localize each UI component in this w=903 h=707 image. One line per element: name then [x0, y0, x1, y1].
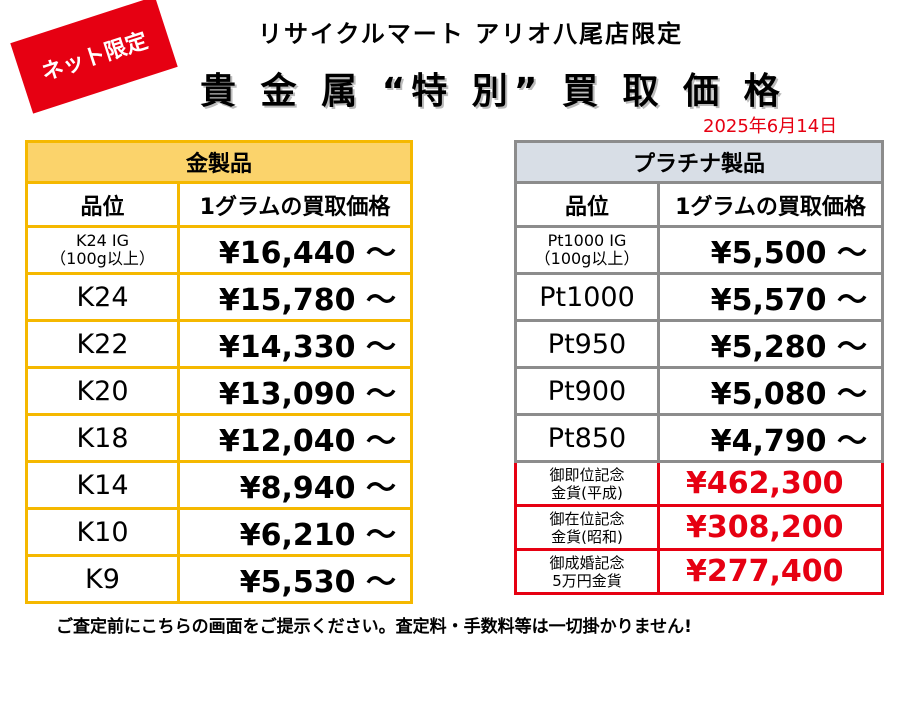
table-row: K22 ¥14,330 ～ [25, 319, 413, 369]
grade-cell: K20 [25, 366, 180, 416]
coin-name-cell: 御即位記念 金貨(平成) [514, 460, 660, 507]
table-row: Pt900 ¥5,080 ～ [514, 366, 884, 416]
price-cell: ¥14,330 ～ [177, 319, 413, 369]
footer-note: ご査定前にこちらの画面をご提示ください。査定料・手数料等は一切掛かりません! [56, 617, 692, 637]
table-row: Pt1000 IG （100g以上） ¥5,500 ～ [514, 225, 884, 275]
coin-row: 御在位記念 金貨(昭和) ¥308,200 [514, 504, 884, 551]
coin-row: 御成婚記念 5万円金貨 ¥277,400 [514, 548, 884, 595]
table-row: K18 ¥12,040 ～ [25, 413, 413, 463]
platinum-table-title: プラチナ製品 [514, 140, 884, 184]
coin-row: 御即位記念 金貨(平成) ¥462,300 [514, 460, 884, 507]
grade-cell: Pt950 [514, 319, 660, 369]
shop-name: リサイクルマート アリオ八尾店限定 [258, 20, 684, 48]
grade-cell: K9 [25, 554, 180, 604]
grade-sub-label: （100g以上） [50, 249, 155, 268]
price-cell: ¥5,500 ～ [657, 225, 884, 275]
price-cell: ¥12,040 ～ [177, 413, 413, 463]
platinum-col-grade: 品位 [514, 181, 660, 228]
grade-cell: Pt1000 IG （100g以上） [514, 225, 660, 275]
coin-name-cell: 御成婚記念 5万円金貨 [514, 548, 660, 595]
grade-cell: K22 [25, 319, 180, 369]
price-cell: ¥6,210 ～ [177, 507, 413, 557]
price-cell: ¥5,280 ～ [657, 319, 884, 369]
coin-name-line: 金貨(平成) [551, 483, 623, 502]
table-row: K24 IG （100g以上） ¥16,440 ～ [25, 225, 413, 275]
price-cell: ¥16,440 ～ [177, 225, 413, 275]
coin-price-cell: ¥277,400 [657, 548, 884, 595]
table-row: K10 ¥6,210 ～ [25, 507, 413, 557]
price-cell: ¥5,570 ～ [657, 272, 884, 322]
grade-cell: Pt850 [514, 413, 660, 463]
price-cell: ¥15,780 ～ [177, 272, 413, 322]
table-row: K20 ¥13,090 ～ [25, 366, 413, 416]
coin-name-line: 御成婚記念 [549, 553, 625, 572]
page-title: 貴 金 属 “特 別” 買 取 価 格 [200, 71, 786, 112]
table-row: K9 ¥5,530 ～ [25, 554, 413, 604]
price-cell: ¥5,530 ～ [177, 554, 413, 604]
platinum-price-table: プラチナ製品 品位 1グラムの買取価格 Pt1000 IG （100g以上） ¥5… [514, 140, 884, 595]
table-row: K24 ¥15,780 ～ [25, 272, 413, 322]
platinum-col-price: 1グラムの買取価格 [657, 181, 884, 228]
price-cell: ¥13,090 ～ [177, 366, 413, 416]
grade-cell: K10 [25, 507, 180, 557]
grade-label: K24 IG [75, 231, 130, 250]
coin-name-line: 御在位記念 [549, 509, 625, 528]
coin-price-cell: ¥308,200 [657, 504, 884, 551]
coin-name-cell: 御在位記念 金貨(昭和) [514, 504, 660, 551]
table-row: Pt850 ¥4,790 ～ [514, 413, 884, 463]
gold-col-grade: 品位 [25, 181, 180, 228]
badge-label: ネット限定 [38, 28, 151, 87]
grade-cell: K24 [25, 272, 180, 322]
coin-name-line: 5万円金貨 [552, 571, 622, 590]
grade-sub-label: （100g以上） [534, 249, 640, 268]
grade-cell: K18 [25, 413, 180, 463]
net-only-badge: ネット限定 [10, 0, 178, 114]
coin-price-cell: ¥462,300 [657, 460, 884, 507]
grade-cell: K14 [25, 460, 180, 510]
price-cell: ¥5,080 ～ [657, 366, 884, 416]
table-row: Pt950 ¥5,280 ～ [514, 319, 884, 369]
price-cell: ¥4,790 ～ [657, 413, 884, 463]
coin-name-line: 金貨(昭和) [551, 527, 623, 546]
gold-table-title: 金製品 [25, 140, 413, 184]
price-cell: ¥8,940 ～ [177, 460, 413, 510]
coin-name-line: 御即位記念 [549, 465, 625, 484]
table-row: Pt1000 ¥5,570 ～ [514, 272, 884, 322]
price-date: 2025年6月14日 [703, 116, 838, 137]
grade-cell: Pt900 [514, 366, 660, 416]
gold-price-table: 金製品 品位 1グラムの買取価格 K24 IG （100g以上） ¥16,440 … [25, 140, 413, 604]
table-row: K14 ¥8,940 ～ [25, 460, 413, 510]
grade-label: Pt1000 IG [547, 231, 627, 250]
grade-cell: Pt1000 [514, 272, 660, 322]
gold-col-price: 1グラムの買取価格 [177, 181, 413, 228]
grade-cell: K24 IG （100g以上） [25, 225, 180, 275]
